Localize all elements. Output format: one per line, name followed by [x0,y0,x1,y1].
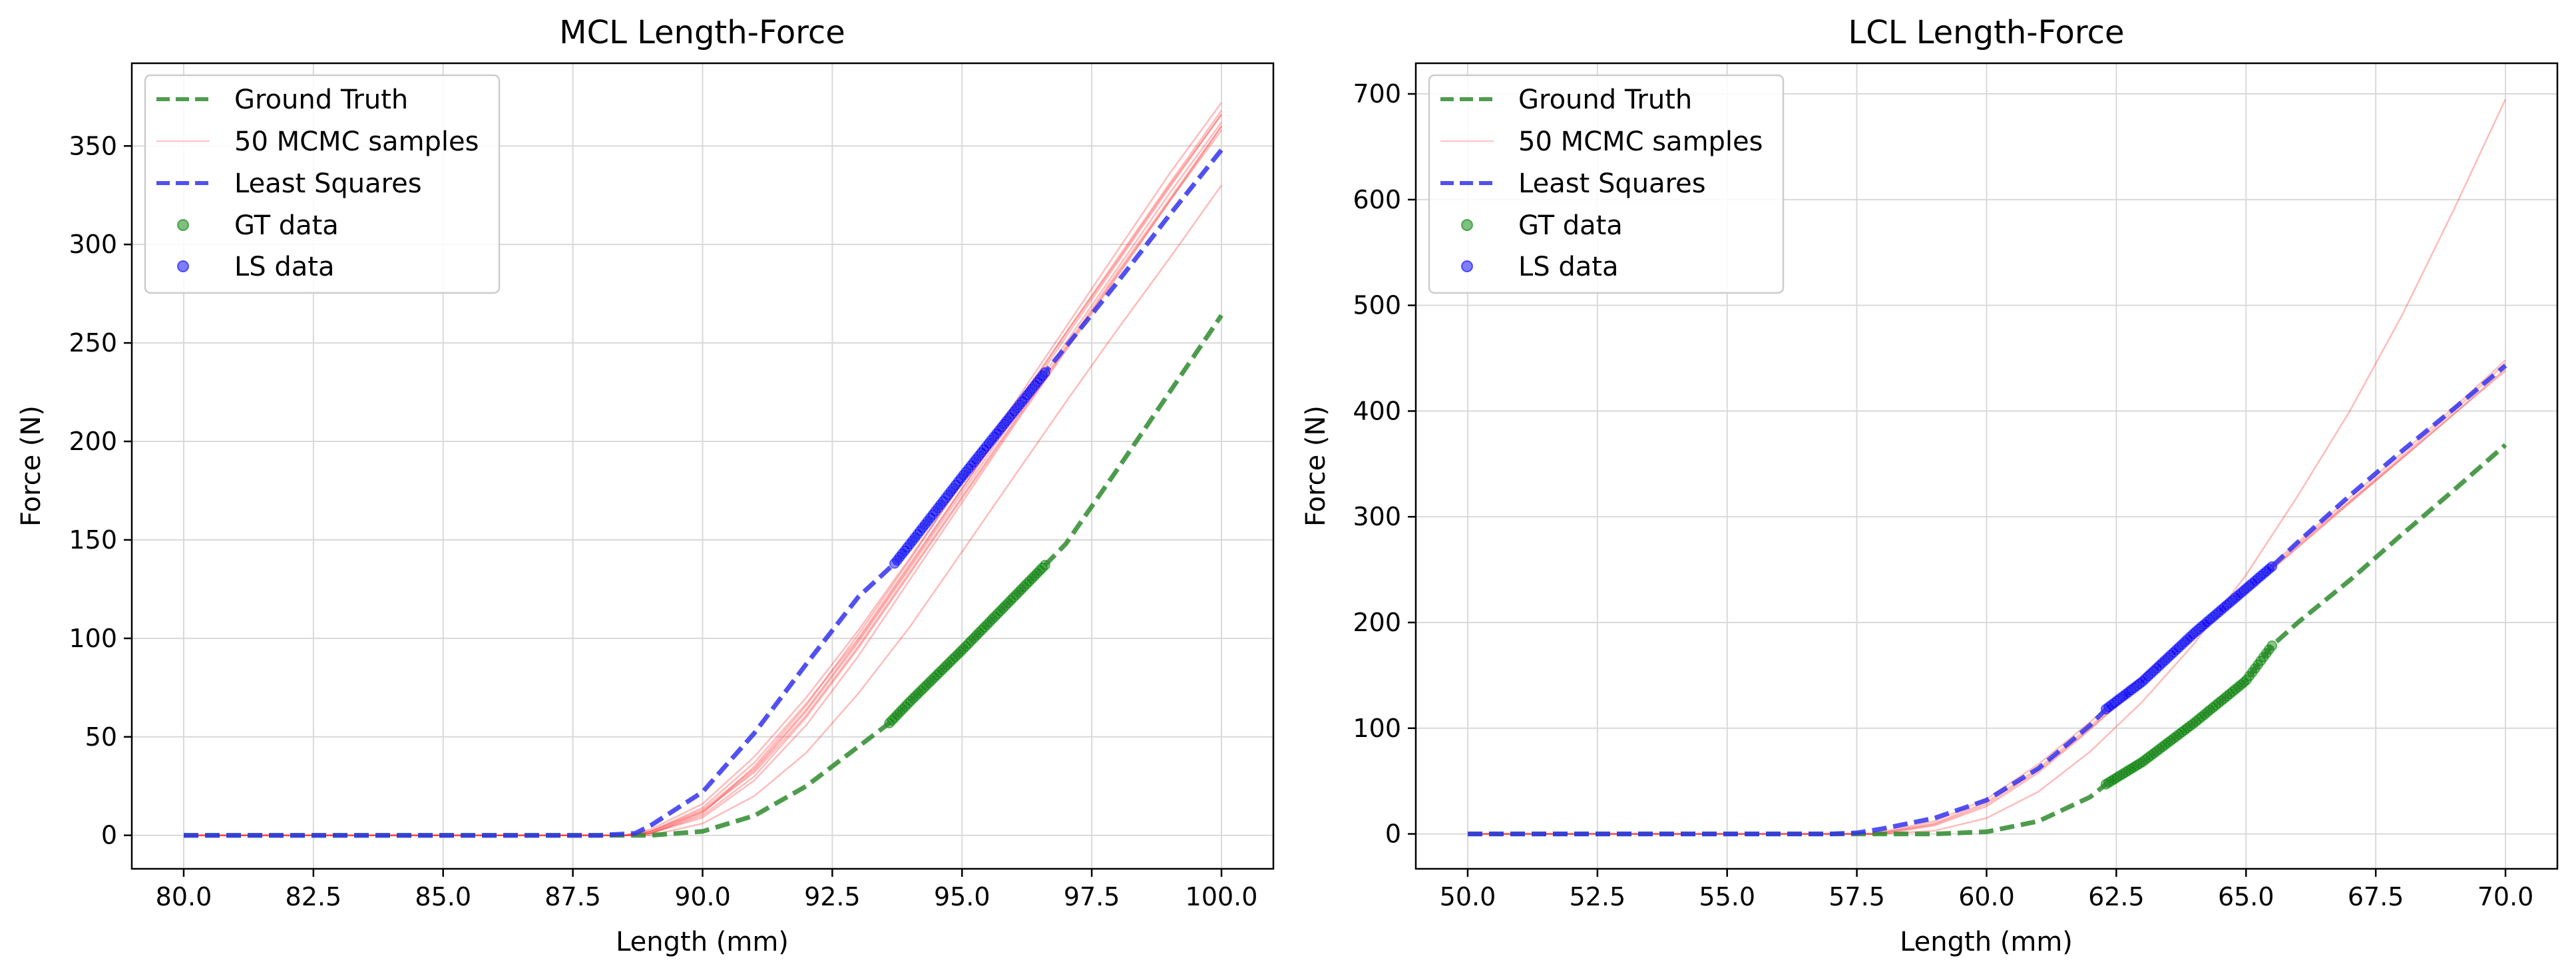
legend: Ground Truth 50 MCMC samples Least Squar… [1428,74,1785,294]
y-tick-label: 300 [1353,502,1401,531]
y-tick-label: 100 [69,624,117,653]
mcmc-sample-line [184,110,1223,836]
chart-title: MCL Length-Force [559,14,845,51]
legend-label: LS data [1518,252,1619,282]
y-axis-label: Force (N) [16,405,47,527]
legend-swatch-ls-data [1461,260,1473,272]
y-tick-label: 350 [69,131,117,160]
x-tick-label: 62.5 [2088,882,2145,911]
chart-title: LCL Length-Force [1848,14,2124,51]
legend-label: Ground Truth [234,85,408,115]
legend-label: Least Squares [234,168,422,199]
mcmc-sample-line [184,102,1223,836]
mcmc-sample-line [184,122,1223,836]
legend-label: GT data [234,210,339,241]
mcmc-sample-line [1468,99,2507,835]
mcmc-sample-line [184,184,1223,836]
x-tick-label: 55.0 [1699,882,1755,911]
x-tick-label: 80.0 [156,882,212,911]
x-tick-label: 100.0 [1185,882,1258,911]
y-tick-label: 0 [1385,820,1401,849]
least-squares-line [184,148,1223,838]
x-tick-label: 87.5 [544,882,601,911]
legend-label: Ground Truth [1518,85,1692,115]
legend-swatch-ls-data [177,260,189,272]
y-tick-label: 50 [85,722,117,752]
y-tick-label: 400 [1353,396,1401,425]
mcmc-sample-line [184,129,1223,836]
mcmc-sample-line [184,125,1223,836]
x-tick-label: 67.5 [2348,882,2404,911]
x-axis-label: Length (mm) [1900,927,2073,957]
y-tick-label: 200 [69,427,117,456]
y-tick-label: 200 [1353,608,1401,637]
legend-label: 50 MCMC samples [234,126,479,157]
x-tick-label: 57.5 [1828,882,1885,911]
y-axis-label: Force (N) [1301,405,1331,527]
x-tick-label: 70.0 [2477,882,2534,911]
ticks: 50.0 52.5 55.0 57.5 60.0 62.5 65.0 67.5 70.0 0 100… [1353,79,2533,911]
y-tick-label: 250 [69,328,117,358]
x-tick-label: 65.0 [2218,882,2274,911]
x-tick-label: 60.0 [1958,882,2015,911]
ticks: 80.0 82.5 85.0 87.5 90.0 92.5 95.0 97.5 100.0 0 50… [69,131,1257,911]
lcl-chart: LCL Length-Force 50.0 52.5 55.0 57.5 60.0 62.… [1301,14,2559,957]
legend-label: LS data [234,252,335,282]
series-layer [1468,99,2507,837]
series-layer [184,102,1223,838]
y-tick-label: 300 [69,230,117,259]
x-tick-label: 52.5 [1570,882,1626,911]
mcmc-sample-line [184,114,1223,836]
x-tick-label: 90.0 [674,882,731,911]
mcmc-sample-line [184,125,1223,836]
y-tick-label: 150 [69,525,117,555]
legend-label: GT data [1518,210,1623,241]
x-tick-label: 97.5 [1064,882,1120,911]
mcmc-sample-line [184,114,1223,836]
ground-truth-line [1468,443,2507,837]
x-tick-label: 82.5 [286,882,342,911]
least-squares-line [1468,364,2507,837]
x-tick-label: 92.5 [804,882,861,911]
y-tick-label: 0 [101,821,117,850]
legend-box [1428,74,1785,294]
x-tick-label: 85.0 [415,882,471,911]
legend-box [144,74,501,294]
y-tick-label: 700 [1353,79,1401,109]
mcl-chart: MCL Length-Force 80.0 82.5 85.0 87.5 90.0 92.… [16,14,1275,957]
legend: Ground Truth 50 MCMC samples Least Squar… [144,74,501,294]
legend-swatch-gt-data [177,219,189,231]
x-axis-label: Length (mm) [616,927,789,957]
legend-label: Least Squares [1518,168,1706,199]
x-tick-label: 50.0 [1440,882,1496,911]
x-tick-label: 95.0 [934,882,990,911]
ground-truth-line [184,314,1223,838]
y-tick-label: 100 [1353,714,1401,743]
legend-label: 50 MCMC samples [1518,126,1763,157]
y-tick-label: 500 [1353,291,1401,320]
y-tick-label: 600 [1353,185,1401,214]
legend-swatch-gt-data [1461,219,1473,231]
